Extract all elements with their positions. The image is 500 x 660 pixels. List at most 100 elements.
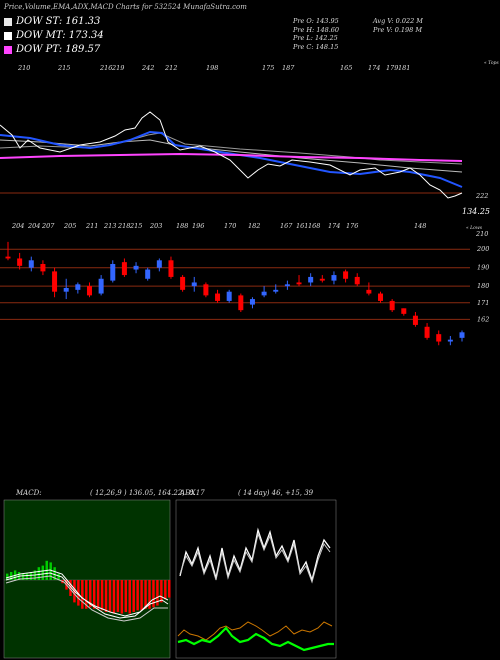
macd-line <box>5 569 169 617</box>
candle-body <box>145 269 151 279</box>
candle-body <box>156 260 162 268</box>
macd-bar <box>25 573 29 580</box>
top-label: 187 <box>282 64 295 72</box>
macd-bar <box>57 573 60 580</box>
candle-body <box>447 339 453 342</box>
candle-body <box>436 334 442 342</box>
macd-bar <box>108 580 112 612</box>
chart-header: Price,Volume,EMA,ADX,MACD Charts for 532… <box>4 3 247 11</box>
candle-top-label: 176 <box>346 222 358 230</box>
candle-body <box>354 276 360 285</box>
candle-body <box>308 276 314 283</box>
legend-swatch <box>4 45 12 54</box>
top-label: 216 <box>99 64 112 72</box>
candle-body <box>273 289 279 292</box>
candle-body <box>40 264 46 272</box>
macd-bar <box>140 580 143 611</box>
candle-body <box>378 293 384 301</box>
candle-top-label: 215 <box>129 222 142 230</box>
candle-body <box>168 260 174 277</box>
candle-top-label: 204 <box>27 222 40 230</box>
ema-line <box>0 130 463 188</box>
candle-body <box>238 295 244 311</box>
top-label: 210 <box>17 64 30 72</box>
top-label: 181 <box>398 64 410 72</box>
macd-bar <box>96 580 100 609</box>
candle-body <box>412 315 418 325</box>
top-label: 242 <box>141 64 154 72</box>
macd-values: ( 12,26,9 ) 136.05, 164.22, -8.17 <box>90 489 205 497</box>
top-label: 165 <box>340 64 352 72</box>
candle-top-label: 168 <box>308 222 320 230</box>
top-label: 175 <box>262 64 274 72</box>
legend-swatch <box>4 17 12 26</box>
macd-bar <box>69 580 72 596</box>
candle-body <box>401 308 407 314</box>
candle-body <box>63 288 69 292</box>
top-label: 215 <box>57 64 70 72</box>
level-label: 171 <box>477 299 489 307</box>
candle-top-label: 203 <box>149 222 162 230</box>
macd-bar <box>148 580 151 609</box>
lows-label: « Lows <box>466 225 483 231</box>
pre-low: Pre L: 142.25 <box>293 34 338 42</box>
adx-title: ADX <box>180 489 196 497</box>
candle-body <box>389 300 395 311</box>
legend-label: DOW MT: 173.34 <box>16 30 104 41</box>
macd-bar <box>124 580 128 612</box>
macd-bar <box>6 573 9 580</box>
legend-item: DOW PT: 189.57 <box>4 44 100 55</box>
macd-signal-line <box>5 572 169 619</box>
info-col-1: Pre O: 143.95 Pre H: 148.60 Pre L: 142.2… <box>293 17 339 51</box>
macd-bar <box>164 580 167 600</box>
candle-top-label: 205 <box>63 222 76 230</box>
candle-body <box>52 271 58 292</box>
candle-top-label: 161 <box>296 222 308 230</box>
top-label: 212 <box>164 64 177 72</box>
pre-volume: Pre V: 0.198 M <box>373 25 423 34</box>
macd-bar <box>21 573 25 580</box>
adx-plus-di <box>179 527 331 583</box>
candle-body <box>343 271 349 279</box>
candle-top-label: 167 <box>280 222 293 230</box>
candle-body <box>121 262 127 276</box>
macd-bar <box>29 572 33 580</box>
macd-bar <box>37 567 41 580</box>
macd-bar <box>120 580 124 614</box>
candle-top-label: 148 <box>414 222 426 230</box>
candle-top-label: 170 <box>224 222 236 230</box>
top-label: 174 <box>368 64 380 72</box>
macd-bar <box>49 562 52 580</box>
adx-minus-di <box>179 532 331 584</box>
macd-bar <box>41 565 45 580</box>
macd-bar <box>128 580 131 614</box>
avg-volume: Avg V: 0.022 M <box>373 17 423 25</box>
macd-bar <box>132 580 135 612</box>
price-line <box>0 111 463 199</box>
info-col-2: Avg V: 0.022 M Pre V: 0.198 M <box>373 17 423 34</box>
macd-bar <box>85 580 88 609</box>
candle-body <box>28 260 34 268</box>
candle-body <box>284 284 290 287</box>
top-label: 198 <box>206 64 218 72</box>
candle-top-label: 218 <box>117 222 130 230</box>
adx-values: ( 14 day) 46, +15, 39 <box>238 489 314 497</box>
macd-bar <box>77 580 80 606</box>
pre-open: Pre O: 143.95 <box>293 17 339 25</box>
macd-bar <box>53 567 56 580</box>
candle-top-label: 182 <box>248 222 260 230</box>
macd-bar <box>152 580 155 608</box>
macd-bar <box>168 580 171 598</box>
macd-bar <box>144 580 147 609</box>
upper-right-value: 210 <box>475 230 488 238</box>
level-label: 162 <box>477 315 489 323</box>
macd-line <box>5 575 168 622</box>
candle-body <box>75 284 81 290</box>
candle-body <box>86 286 92 296</box>
level-label: 200 <box>476 245 489 253</box>
candle-body <box>319 278 325 281</box>
macd-bar <box>160 580 163 603</box>
candle-top-label: 213 <box>103 222 116 230</box>
candle-body <box>424 326 430 338</box>
candle-top-label: 204 <box>11 222 24 230</box>
